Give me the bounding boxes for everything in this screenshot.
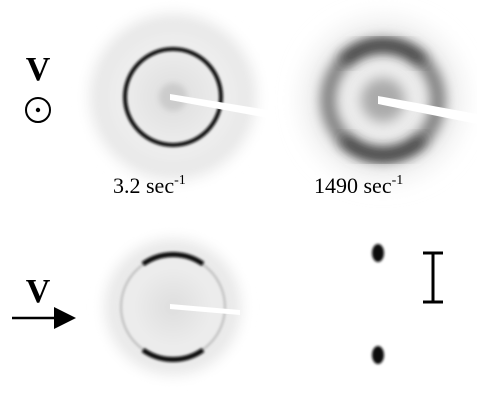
pattern-top-left (81, 5, 268, 189)
pattern-bottom-left (98, 232, 248, 382)
rate-text: 1490 sec (314, 173, 392, 198)
direction-label: V (26, 51, 51, 88)
polarization-symbol (423, 251, 443, 304)
rate-exponent: -1 (392, 173, 404, 188)
pattern-bottom-right (368, 230, 398, 385)
out-of-plane-symbol (25, 97, 51, 123)
rate-exponent: -1 (174, 173, 186, 188)
pattern-top-right (303, 20, 477, 180)
flow-arrow (12, 307, 76, 329)
shear-rate-label: 1490 sec-1 (314, 173, 403, 198)
direction-label: V (26, 273, 51, 310)
shear-rate-label: 3.2 sec-1 (113, 173, 186, 198)
rate-text: 3.2 sec (113, 173, 174, 198)
